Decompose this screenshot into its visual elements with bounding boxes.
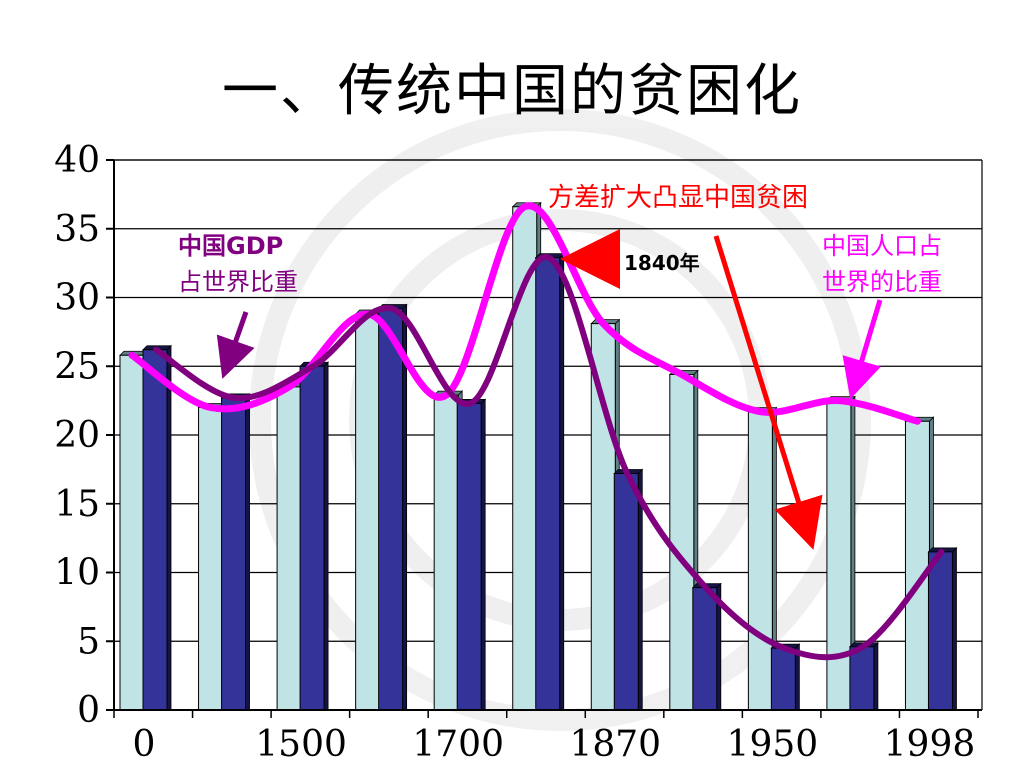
bar-gdp — [770, 647, 796, 711]
y-tick-label: 0 — [77, 690, 100, 731]
bar-side — [559, 252, 565, 711]
bar-population — [826, 400, 852, 711]
bar-gdp — [692, 587, 718, 711]
y-tick-label: 15 — [54, 484, 100, 525]
x-tick-label: 1700 — [412, 724, 504, 765]
bar-population — [904, 420, 930, 711]
bar-gdp — [221, 397, 247, 711]
x-tick-label: 0 — [133, 724, 156, 765]
gdp-share-label-line1: 中国GDP — [178, 232, 283, 260]
y-tick-label: 25 — [54, 346, 100, 387]
bar-population — [355, 313, 381, 711]
bar-gdp — [299, 365, 325, 711]
y-tick-label: 20 — [54, 415, 100, 456]
bar-gdp — [927, 551, 953, 711]
axes — [106, 159, 983, 718]
x-tick-label: 1500 — [255, 724, 347, 765]
y-tick-label: 30 — [54, 278, 100, 319]
bar-gdp — [849, 646, 875, 711]
variance-pointer-arrow — [713, 235, 823, 550]
year-1840-label: 1840年 — [624, 251, 700, 275]
bar-population — [669, 374, 695, 711]
bar-gdp — [613, 473, 639, 711]
population-pointer-arrow — [842, 299, 883, 400]
bar-side — [873, 641, 879, 711]
y-tick-label: 5 — [77, 621, 100, 662]
bar-population — [119, 354, 145, 711]
x-tick-labels: 0 1500 1700 1870 1950 1998 — [133, 724, 976, 765]
bar-gdp — [456, 402, 482, 711]
x-tick-label: 1998 — [884, 724, 976, 765]
y-tick-label: 40 — [54, 140, 100, 181]
bar-gdp — [535, 257, 561, 711]
bar-side — [480, 398, 486, 711]
bar-population — [433, 394, 459, 711]
variance-label: 方差扩大凸显中国贫困 — [548, 183, 808, 213]
y-tick-labels: 0 5 10 15 20 25 30 35 40 — [54, 140, 100, 731]
y-tick-label: 10 — [54, 553, 100, 594]
gdp-pointer-arrow — [216, 311, 255, 379]
slide-title: 一、传统中国的贫困化 — [222, 59, 802, 124]
bar-population — [747, 411, 773, 711]
y-tick-label: 35 — [54, 209, 100, 250]
bar-gdp — [378, 308, 404, 711]
bar-side — [166, 344, 172, 711]
bar-side — [323, 361, 329, 711]
x-tick-label: 1950 — [727, 724, 819, 765]
bar-population — [198, 407, 224, 711]
population-trend-line — [128, 202, 921, 425]
gdp-share-label-line2: 占世界比重 — [178, 268, 298, 296]
bar-side — [245, 392, 250, 711]
bar-population — [276, 386, 302, 711]
bar-gdp — [142, 349, 168, 711]
x-tick-label: 1870 — [569, 724, 661, 765]
bar-side — [952, 546, 957, 711]
gdp-trend-line — [153, 254, 945, 661]
population-share-label-line2: 世界的比重 — [822, 268, 942, 296]
population-share-label-line1: 中国人口占 — [822, 232, 942, 260]
